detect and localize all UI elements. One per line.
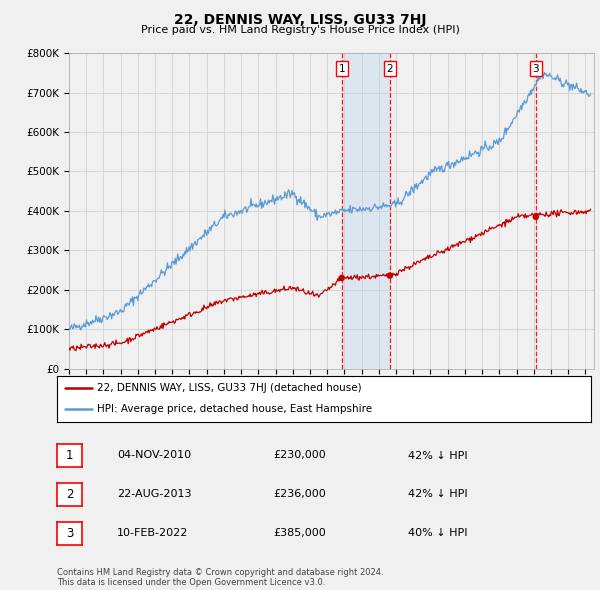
Text: 04-NOV-2010: 04-NOV-2010 xyxy=(117,451,191,460)
Text: 22-AUG-2013: 22-AUG-2013 xyxy=(117,490,191,499)
Text: Price paid vs. HM Land Registry's House Price Index (HPI): Price paid vs. HM Land Registry's House … xyxy=(140,25,460,35)
Text: £230,000: £230,000 xyxy=(273,451,326,460)
Text: 2: 2 xyxy=(66,488,73,501)
Text: 22, DENNIS WAY, LISS, GU33 7HJ (detached house): 22, DENNIS WAY, LISS, GU33 7HJ (detached… xyxy=(97,384,362,394)
Text: 1: 1 xyxy=(338,64,345,74)
Text: 2: 2 xyxy=(386,64,393,74)
Point xyxy=(337,273,346,283)
Text: 22, DENNIS WAY, LISS, GU33 7HJ: 22, DENNIS WAY, LISS, GU33 7HJ xyxy=(174,13,426,27)
Text: 3: 3 xyxy=(66,527,73,540)
Text: 3: 3 xyxy=(533,64,539,74)
Text: HPI: Average price, detached house, East Hampshire: HPI: Average price, detached house, East… xyxy=(97,404,372,414)
Text: 1: 1 xyxy=(66,449,73,462)
Text: £385,000: £385,000 xyxy=(273,529,326,538)
Text: £236,000: £236,000 xyxy=(273,490,326,499)
Text: 40% ↓ HPI: 40% ↓ HPI xyxy=(408,529,467,538)
Bar xyxy=(341,53,390,369)
Text: 42% ↓ HPI: 42% ↓ HPI xyxy=(408,490,467,499)
Text: 10-FEB-2022: 10-FEB-2022 xyxy=(117,529,188,538)
Point xyxy=(385,271,395,280)
Text: Contains HM Land Registry data © Crown copyright and database right 2024.
This d: Contains HM Land Registry data © Crown c… xyxy=(57,568,383,587)
Text: 42% ↓ HPI: 42% ↓ HPI xyxy=(408,451,467,460)
Point xyxy=(531,212,541,222)
